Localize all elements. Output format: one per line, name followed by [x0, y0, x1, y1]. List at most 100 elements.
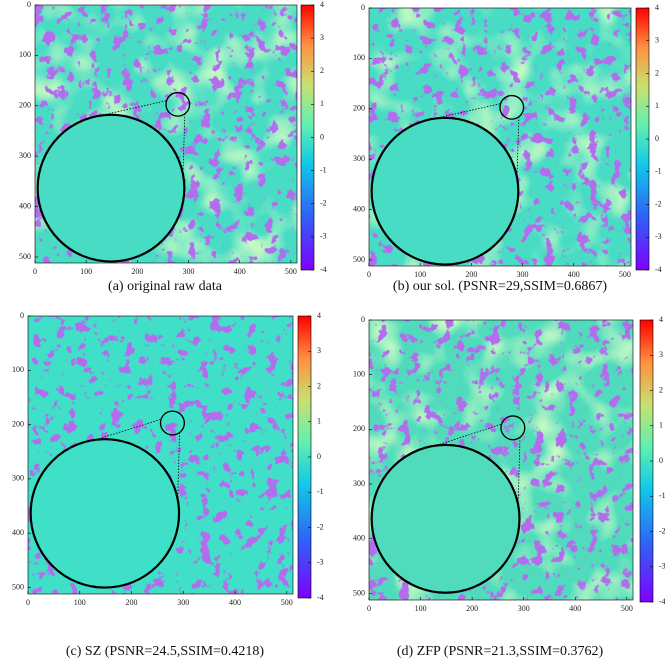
- x-tick-label: 300: [177, 598, 189, 607]
- y-tick-label: 0: [361, 3, 365, 12]
- y-tick-label: 200: [353, 424, 365, 433]
- x-tick-label: 300: [518, 604, 530, 613]
- colorbar-tick-label: 2: [659, 385, 663, 394]
- y-tick-label: 200: [12, 419, 24, 428]
- colorbar-tick-label: -1: [655, 167, 662, 176]
- colorbar-tick-label: -1: [317, 487, 324, 496]
- x-tick-label: 0: [33, 267, 37, 276]
- y-tick-label: 400: [19, 201, 31, 210]
- y-tick-label: 500: [19, 252, 31, 261]
- x-tick-label: 200: [126, 598, 138, 607]
- y-tick-label: 200: [19, 101, 31, 110]
- plot-frame: [34, 4, 298, 264]
- x-tick-label: 400: [234, 267, 246, 276]
- y-tick-label: 300: [19, 151, 31, 160]
- y-tick-label: 400: [353, 534, 365, 543]
- colorbar-tick-label: 0: [659, 456, 663, 465]
- x-tick-label: 100: [415, 604, 427, 613]
- y-tick-label: 500: [12, 582, 24, 591]
- colorbar-tick-label: -3: [320, 232, 327, 241]
- zoom-line: [97, 419, 161, 440]
- colorbar-tick-label: -1: [659, 491, 665, 500]
- y-tick-label: 0: [361, 315, 365, 324]
- x-tick-label: 200: [466, 604, 478, 613]
- zoom-inset: [29, 438, 181, 589]
- zoom-source: [159, 410, 186, 436]
- colorbar-tick-label: 2: [317, 381, 321, 390]
- x-tick-label: 300: [183, 267, 195, 276]
- zoom-source: [500, 415, 526, 441]
- x-tick-label: 500: [281, 598, 293, 607]
- zoom-inset: [370, 116, 520, 266]
- colorbar-tick-label: -3: [659, 562, 665, 571]
- colorbar-tick-label: 4: [655, 3, 659, 12]
- x-tick-label: 100: [74, 598, 86, 607]
- x-tick-label: 100: [80, 267, 92, 276]
- x-tick-label: 500: [285, 267, 297, 276]
- colorbar-tick-label: -3: [655, 232, 662, 241]
- colorbar-tick-label: -4: [655, 265, 662, 274]
- colorbar-tick-label: -4: [320, 265, 327, 274]
- colorbar-tick-label: 0: [320, 132, 324, 141]
- colorbar-tick-label: 4: [320, 0, 324, 9]
- x-tick-label: 500: [621, 604, 633, 613]
- caption: (c) SZ (PSNR=24.5,SSIM=0.4218): [66, 644, 265, 659]
- caption: (a) original raw data: [108, 279, 223, 294]
- y-tick-label: 0: [20, 311, 24, 320]
- x-tick-label: 400: [229, 598, 241, 607]
- x-tick-label: 100: [414, 270, 426, 279]
- caption: (d) ZFP (PSNR=21.3,SSIM=0.3762): [397, 644, 604, 659]
- colorbar-tick-label: -2: [655, 199, 662, 208]
- colorbar-tick-label: 3: [317, 346, 321, 355]
- y-tick-label: 100: [19, 50, 31, 59]
- x-tick-label: 500: [619, 270, 631, 279]
- colorbar-tick-label: 0: [317, 452, 321, 461]
- x-tick-label: 200: [465, 270, 477, 279]
- y-tick-label: 0: [27, 0, 31, 9]
- zoom-source: [499, 94, 525, 120]
- colorbar-tick-label: 3: [320, 33, 324, 42]
- x-tick-label: 0: [367, 604, 371, 613]
- colorbar-tick-label: 1: [320, 99, 324, 108]
- x-tick-label: 0: [26, 598, 30, 607]
- y-tick-label: 100: [353, 370, 365, 379]
- zoom-inset: [370, 443, 521, 594]
- colorbar-tick-label: 3: [655, 36, 659, 45]
- colorbar-tick-label: 1: [659, 421, 663, 430]
- colorbar-tick-label: 2: [320, 66, 324, 75]
- zoom-inset: [36, 113, 186, 263]
- colorbar-tick-label: -3: [317, 558, 324, 567]
- y-tick-label: 500: [353, 255, 365, 264]
- y-tick-label: 100: [12, 365, 24, 374]
- colorbar-tick-label: 4: [317, 311, 321, 320]
- colorbar-tick-label: -2: [659, 526, 665, 535]
- colorbar-tick-label: 1: [655, 101, 659, 110]
- zoom-line: [177, 432, 180, 503]
- colorbar-tick-label: 3: [659, 350, 663, 359]
- caption: (b) our sol. (PSNR=29,SSIM=0.6867): [393, 279, 607, 294]
- y-tick-label: 300: [12, 474, 24, 483]
- y-tick-label: 100: [353, 53, 365, 62]
- colorbar-tick-label: 2: [655, 68, 659, 77]
- x-tick-label: 0: [367, 270, 371, 279]
- x-tick-label: 400: [568, 270, 580, 279]
- x-tick-label: 200: [131, 267, 143, 276]
- y-tick-label: 400: [12, 528, 24, 537]
- y-tick-label: 400: [353, 204, 365, 213]
- colorbar-tick-label: -2: [320, 199, 327, 208]
- colorbar-tick-label: -1: [320, 165, 327, 174]
- zoom-line: [438, 423, 502, 446]
- zoom-source: [165, 91, 191, 117]
- colorbar-tick-label: -2: [317, 522, 324, 531]
- plot-frame: [27, 315, 294, 595]
- colorbar-tick-label: 1: [317, 417, 321, 426]
- x-tick-label: 300: [517, 270, 529, 279]
- y-tick-label: 300: [353, 479, 365, 488]
- y-tick-label: 500: [353, 588, 365, 597]
- colorbar-tick-label: -4: [317, 593, 324, 602]
- colorbar-tick-label: -4: [659, 597, 665, 606]
- colorbar-tick-label: 4: [659, 315, 663, 324]
- colorbar-tick-label: 0: [655, 134, 659, 143]
- y-tick-label: 200: [353, 104, 365, 113]
